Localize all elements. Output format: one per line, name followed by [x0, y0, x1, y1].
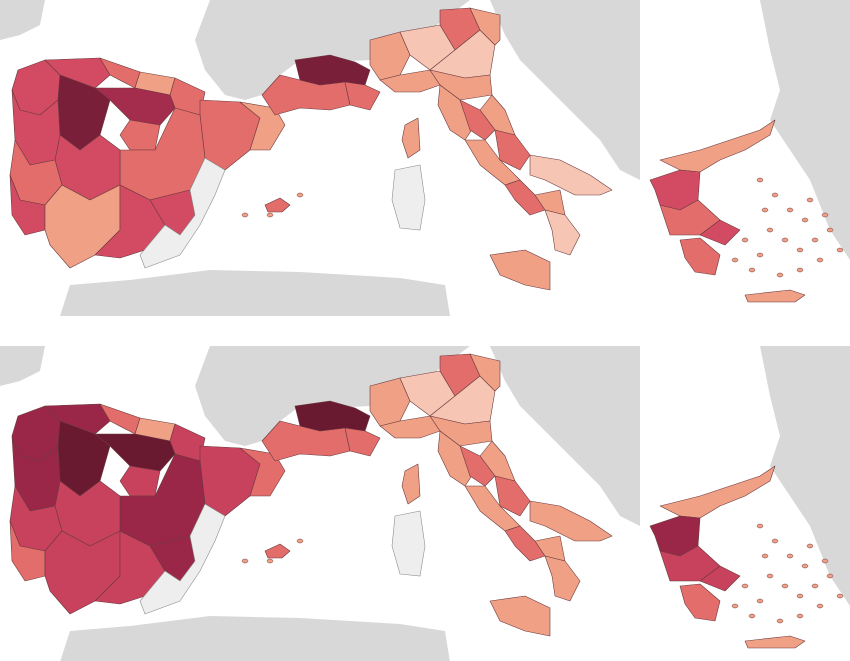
region-balearic[interactable] — [264, 197, 291, 213]
region-gr-islands[interactable] — [744, 635, 806, 649]
island — [836, 247, 844, 253]
island — [756, 252, 764, 258]
england-land — [0, 0, 45, 40]
france-land — [195, 346, 470, 446]
region-gr-pelop[interactable] — [679, 237, 721, 276]
island — [731, 257, 739, 263]
island — [776, 618, 784, 624]
region-valencia[interactable] — [139, 157, 226, 269]
turkey-land — [760, 0, 850, 260]
island — [296, 538, 304, 544]
island — [796, 613, 804, 619]
map-panel-top — [0, 0, 850, 316]
island — [771, 538, 779, 544]
region-gr-islands[interactable] — [744, 289, 806, 303]
region-asturias[interactable] — [44, 403, 111, 435]
map-content — [0, 0, 850, 316]
island — [266, 558, 274, 564]
island — [776, 272, 784, 278]
balkans-land — [490, 0, 640, 180]
island — [816, 257, 824, 263]
region-corsica[interactable] — [401, 463, 421, 505]
island — [806, 197, 814, 203]
island — [741, 583, 749, 589]
island — [731, 603, 739, 609]
island — [781, 583, 789, 589]
island — [748, 267, 756, 273]
region-gr-attica[interactable] — [699, 219, 741, 246]
africa-land — [60, 616, 450, 661]
island — [756, 177, 764, 183]
island — [756, 598, 764, 604]
island — [756, 523, 764, 529]
island — [766, 573, 774, 579]
island — [786, 553, 794, 559]
region-balearic[interactable] — [264, 543, 291, 559]
turkey-land — [760, 346, 850, 606]
island — [781, 237, 789, 243]
island — [748, 613, 756, 619]
island — [786, 207, 794, 213]
region-friuli[interactable] — [469, 353, 501, 392]
island — [826, 573, 834, 579]
region-sicilia[interactable] — [489, 595, 551, 637]
island — [816, 603, 824, 609]
island — [296, 192, 304, 198]
island — [801, 217, 809, 223]
island — [821, 212, 829, 218]
france-land — [195, 0, 470, 100]
island — [741, 237, 749, 243]
region-sardegna[interactable] — [391, 164, 426, 231]
region-castilla-leon-e[interactable] — [94, 433, 176, 472]
region-puglia[interactable] — [529, 154, 613, 196]
africa-land — [60, 270, 450, 316]
region-paca-e[interactable] — [344, 81, 381, 111]
region-gr-attica[interactable] — [699, 565, 741, 592]
island — [771, 192, 779, 198]
region-asturias[interactable] — [44, 57, 111, 89]
region-puglia[interactable] — [529, 500, 613, 542]
island — [761, 207, 769, 213]
island — [241, 558, 249, 564]
island — [266, 212, 274, 218]
region-abruzzo[interactable] — [494, 475, 531, 517]
choropleth-map-top — [0, 0, 850, 316]
island — [766, 227, 774, 233]
map-panel-bottom — [0, 346, 850, 661]
region-castilla-leon-e[interactable] — [94, 87, 176, 126]
region-umbria[interactable] — [459, 445, 496, 487]
region-paca-e[interactable] — [344, 427, 381, 457]
region-sicilia[interactable] — [489, 249, 551, 291]
island — [796, 267, 804, 273]
island — [811, 237, 819, 243]
region-abruzzo[interactable] — [494, 129, 531, 171]
island — [821, 558, 829, 564]
region-sardegna[interactable] — [391, 510, 426, 577]
island — [826, 227, 834, 233]
island — [801, 563, 809, 569]
region-calabria[interactable] — [544, 555, 581, 602]
island — [806, 543, 814, 549]
map-content — [0, 346, 850, 661]
island — [761, 553, 769, 559]
island — [796, 593, 804, 599]
region-corsica[interactable] — [401, 117, 421, 159]
region-umbria[interactable] — [459, 99, 496, 141]
region-calabria[interactable] — [544, 209, 581, 256]
england-land — [0, 346, 45, 386]
region-friuli[interactable] — [469, 7, 501, 46]
island — [796, 247, 804, 253]
choropleth-map-bottom — [0, 346, 850, 661]
island — [836, 593, 844, 599]
region-valencia[interactable] — [139, 503, 226, 615]
region-gr-pelop[interactable] — [679, 583, 721, 622]
island — [811, 583, 819, 589]
balkans-land — [490, 346, 640, 526]
island — [241, 212, 249, 218]
